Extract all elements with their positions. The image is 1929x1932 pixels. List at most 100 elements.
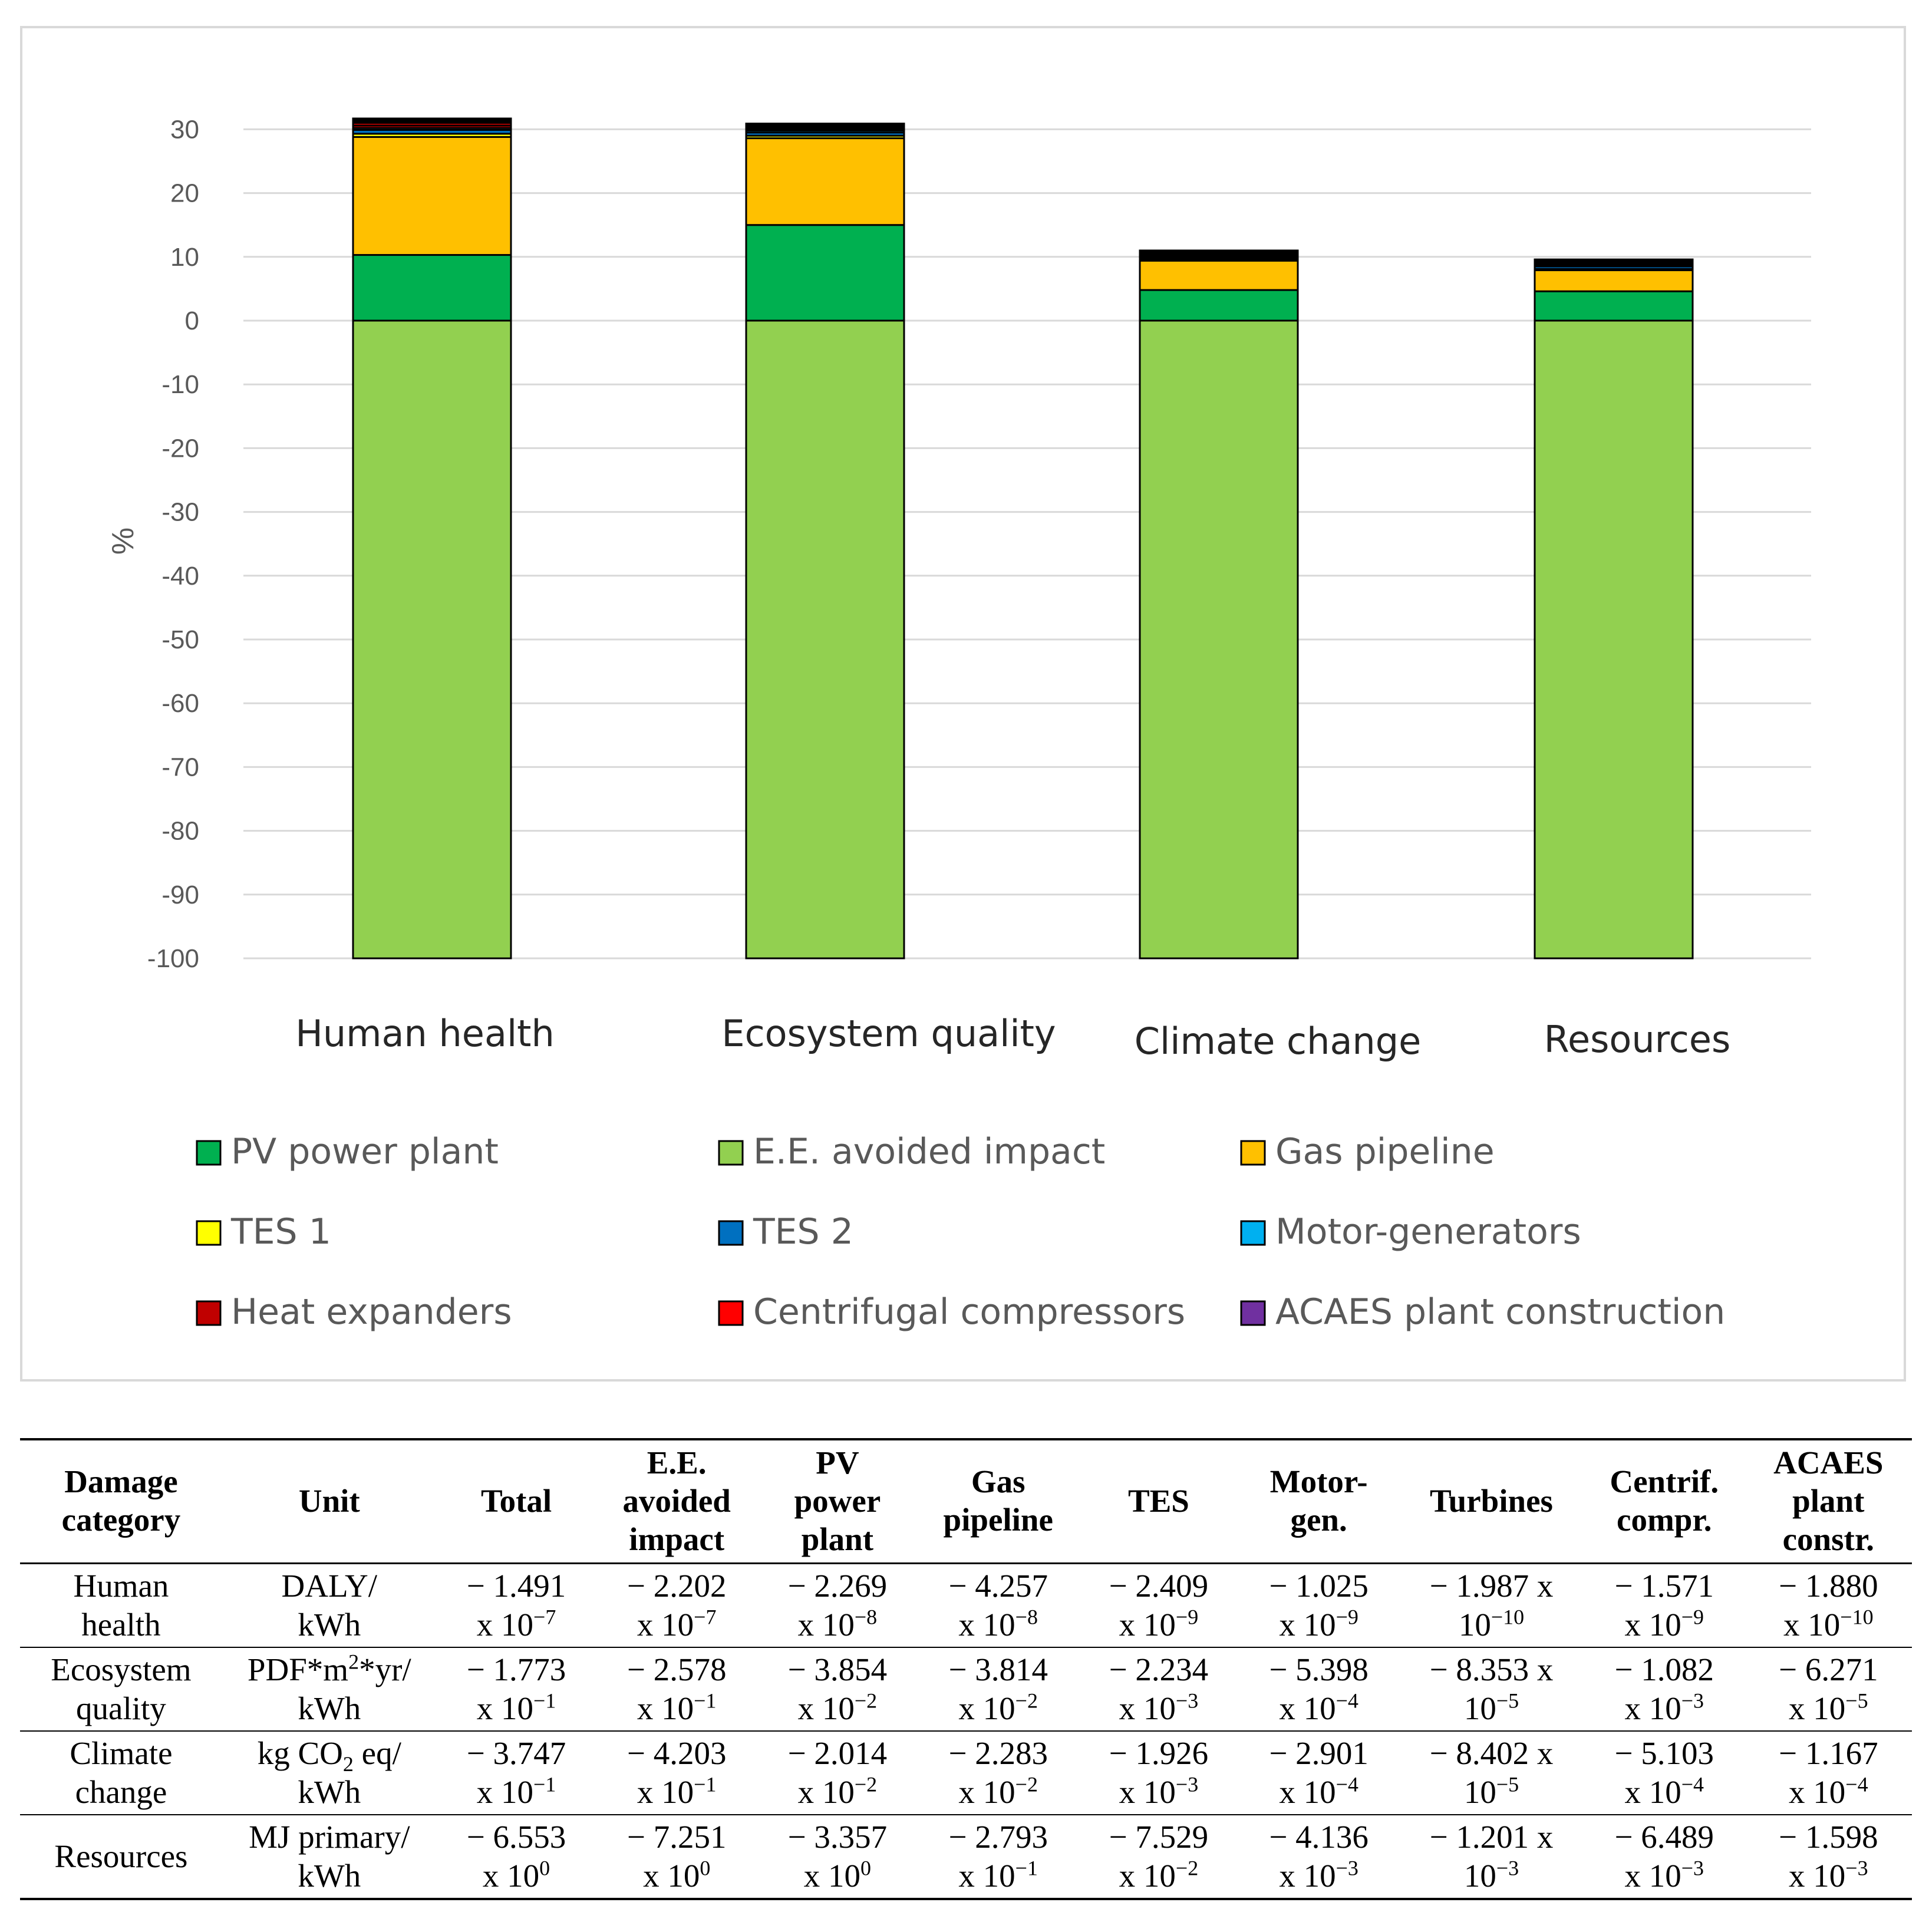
value-cell: − 2.014 x 10−2 (757, 1731, 918, 1815)
y-tick-label: 20 (170, 179, 199, 208)
value-mantissa: − 1.201 x (1429, 1818, 1554, 1855)
legend-swatch (718, 1300, 744, 1326)
category-line: Ecosystem (51, 1651, 192, 1687)
y-tick-label: -50 (161, 625, 199, 654)
column-header: Motor-gen. (1238, 1439, 1399, 1563)
value-mantissa: − 1.491 (466, 1567, 566, 1604)
value-mantissa: − 2.283 (948, 1735, 1048, 1771)
header-line: PV (816, 1445, 859, 1481)
value-exponent: x 10−8 (958, 1605, 1038, 1643)
unit-line: kg CO2 eq/ (257, 1735, 401, 1776)
value-exponent: 10−5 (1463, 1772, 1519, 1810)
value-mantissa: − 4.136 (1269, 1818, 1369, 1855)
legend-label: Gas pipeline (1275, 1131, 1495, 1172)
value-cell: − 5.398 x 10−4 (1238, 1647, 1399, 1731)
value-mantissa: − 6.553 (466, 1818, 566, 1855)
value-exponent: x 10−4 (1624, 1772, 1704, 1810)
header-line: compr. (1617, 1502, 1712, 1538)
table-header-row: Damage category Unit Total E.E. avoided impact… (20, 1439, 1912, 1564)
bar-segment (1139, 289, 1299, 322)
category-label: Resources (1544, 1018, 1731, 1061)
bar-segment (352, 117, 512, 123)
value-exponent: x 10−8 (797, 1605, 878, 1643)
value-mantissa: − 2.901 (1269, 1735, 1369, 1771)
value-exponent: x 10−4 (1789, 1772, 1868, 1810)
value-mantissa: − 2.234 (1109, 1651, 1209, 1687)
value-cell: − 1.167 x 10−4 (1745, 1731, 1912, 1815)
legend-swatch (1240, 1140, 1266, 1166)
bar-segment (1534, 319, 1694, 960)
bar-segment (1139, 249, 1299, 257)
value-cell: − 1.987 x 10−10 (1399, 1563, 1584, 1647)
value-mantissa: − 2.269 (787, 1567, 888, 1604)
value-mantissa: − 2.202 (626, 1567, 727, 1604)
table-row: Resources MJ primary/kWh − 6.553 x 100− 7.2… (20, 1815, 1912, 1899)
value-mantissa: − 1.571 (1614, 1567, 1714, 1604)
value-exponent: x 10−2 (958, 1772, 1038, 1810)
category-label: Human health (295, 1012, 555, 1055)
value-cell: − 1.773 x 10−1 (437, 1647, 596, 1731)
value-exponent: x 10−1 (476, 1689, 556, 1726)
value-mantissa: − 1.926 (1109, 1735, 1209, 1771)
legend-label: ACAES plant construction (1275, 1291, 1725, 1333)
bar-segment (745, 224, 905, 322)
y-tick-label: -60 (161, 689, 199, 718)
category-cell: Climate change (20, 1731, 222, 1815)
value-cell: − 1.082 x 10−3 (1584, 1647, 1745, 1731)
value-mantissa: − 3.747 (466, 1735, 566, 1771)
header-line: gen. (1290, 1502, 1347, 1538)
bar-segment (1534, 258, 1694, 265)
value-cell: − 8.402 x 10−5 (1399, 1731, 1584, 1815)
header-line: plant (1792, 1482, 1865, 1519)
header-line: impact (629, 1521, 725, 1557)
value-mantissa: − 1.025 (1269, 1567, 1369, 1604)
value-mantissa: − 3.814 (948, 1651, 1048, 1687)
value-exponent: x 10−2 (958, 1689, 1038, 1726)
category-cell: Resources (20, 1815, 222, 1899)
value-cell: − 2.269 x 10−8 (757, 1563, 918, 1647)
value-exponent: x 10−1 (637, 1772, 717, 1810)
value-cell: − 2.578 x 10−1 (596, 1647, 757, 1731)
value-cell: − 8.353 x 10−5 (1399, 1647, 1584, 1731)
column-header: PV power plant (757, 1439, 918, 1563)
value-mantissa: − 1.598 (1779, 1818, 1878, 1855)
unit-cell: PDF*m2*yr/kWh (222, 1647, 437, 1731)
bar-segment (1139, 319, 1299, 960)
value-mantissa: − 1.167 (1779, 1735, 1878, 1771)
bar-segment (1534, 269, 1694, 292)
legend: PV power plant E.E. avoided impact Gas pip… (196, 1131, 1725, 1333)
bar-segment (1534, 290, 1694, 322)
bar-segment (352, 136, 512, 256)
value-mantissa: − 2.014 (787, 1735, 888, 1771)
value-exponent: x 10−7 (637, 1605, 717, 1643)
legend-label: Centrifugal compressors (753, 1291, 1185, 1333)
y-tick-label: -30 (161, 498, 199, 527)
category-line: change (75, 1773, 167, 1810)
column-header: Unit (222, 1439, 437, 1563)
unit-line: kWh (298, 1606, 361, 1643)
table-body: Human health DALY/kWh − 1.491 x 10−7− 2.202 x… (20, 1563, 1912, 1899)
bar-segment (745, 137, 905, 226)
column-header: ACAES plant constr. (1745, 1439, 1912, 1563)
legend-label: Heat expanders (231, 1291, 512, 1333)
bar-segment (745, 123, 905, 128)
unit-line: MJ primary/ (249, 1818, 410, 1855)
value-cell: − 3.854 x 10−2 (757, 1647, 918, 1731)
legend-swatch (718, 1140, 744, 1166)
bar-segment (352, 254, 512, 322)
header-line: plant (801, 1521, 874, 1557)
value-mantissa: − 5.398 (1269, 1651, 1369, 1687)
category-line: Human (73, 1567, 169, 1604)
value-exponent: 10−5 (1463, 1689, 1519, 1726)
y-tick-label: -100 (147, 944, 199, 973)
value-cell: − 1.491 x 10−7 (437, 1563, 596, 1647)
header-line: ACAES (1773, 1445, 1884, 1481)
y-tick-label: -40 (161, 562, 199, 591)
header-line: Turbines (1430, 1482, 1553, 1519)
value-mantissa: − 1.880 (1779, 1567, 1878, 1604)
value-cell: − 4.136 x 10−3 (1238, 1815, 1399, 1899)
value-exponent: x 10−2 (797, 1772, 878, 1810)
value-mantissa: − 8.353 x (1429, 1651, 1554, 1687)
legend-swatch (1240, 1300, 1266, 1326)
table-row: Ecosystem quality PDF*m2*yr/kWh − 1.773 x 10… (20, 1647, 1912, 1731)
